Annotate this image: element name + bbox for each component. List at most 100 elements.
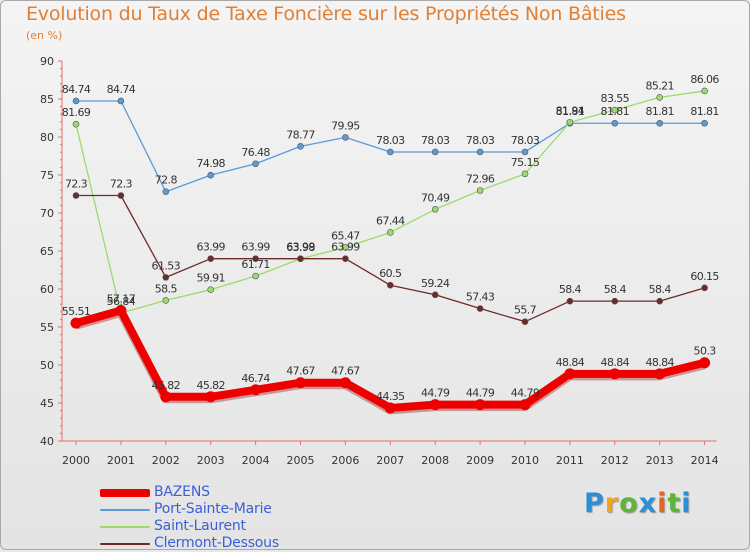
data-label: 72.3 — [110, 178, 133, 191]
data-point — [474, 399, 486, 411]
data-point — [564, 368, 576, 380]
data-label: 83.55 — [601, 92, 630, 105]
data-label: 44.79 — [421, 387, 450, 400]
data-point — [160, 391, 172, 403]
logo-letter: P — [584, 488, 605, 519]
data-label: 46.74 — [241, 372, 270, 385]
data-label: 58.4 — [559, 283, 582, 296]
data-label: 44.79 — [511, 387, 540, 400]
data-label: 48.84 — [556, 356, 585, 369]
data-label: 63.99 — [286, 241, 315, 254]
x-tick-label: 2013 — [646, 454, 674, 467]
x-tick-label: 2003 — [197, 454, 225, 467]
y-tick-label: 45 — [40, 397, 54, 410]
data-label: 74.98 — [196, 157, 225, 170]
data-point — [207, 171, 214, 179]
legend-label: Saint-Laurent — [154, 518, 246, 534]
legend-label: BAZENS — [154, 484, 210, 500]
data-label: 72.3 — [65, 178, 88, 191]
data-label: 58.4 — [604, 283, 627, 296]
data-point — [250, 384, 262, 396]
data-point — [701, 119, 708, 127]
data-point — [342, 244, 349, 251]
data-point — [431, 205, 439, 213]
data-label: 67.44 — [376, 214, 405, 227]
data-point — [72, 192, 80, 199]
data-label: 61.71 — [241, 258, 270, 271]
data-label: 86.06 — [690, 73, 719, 86]
x-tick-label: 2012 — [601, 454, 629, 467]
legend-swatch — [100, 526, 150, 528]
data-label: 85.21 — [645, 79, 674, 92]
data-point — [611, 106, 619, 114]
y-tick-label: 50 — [40, 359, 54, 372]
data-label: 47.67 — [331, 365, 360, 378]
data-point — [252, 272, 259, 280]
data-label: 81.81 — [556, 105, 585, 118]
data-point — [162, 188, 170, 196]
data-label: 44.35 — [376, 390, 405, 403]
data-label: 70.49 — [421, 191, 450, 204]
y-tick-label: 85 — [40, 93, 54, 106]
y-unit-label: (en %) — [26, 29, 63, 42]
data-point — [656, 297, 664, 305]
data-label: 78.03 — [466, 134, 495, 147]
legend-swatch — [100, 489, 150, 497]
data-label: 81.81 — [645, 105, 674, 118]
data-label: 81.81 — [690, 105, 719, 118]
data-label: 57.43 — [466, 291, 495, 304]
proxiti-logo: Proxiti — [584, 488, 692, 519]
x-tick-label: 2007 — [376, 454, 404, 467]
data-point — [701, 87, 708, 95]
data-point — [72, 120, 80, 128]
data-label: 59.91 — [196, 272, 225, 285]
data-label: 55.51 — [62, 305, 91, 318]
data-point — [297, 143, 304, 150]
legend-label: Port-Sainte-Marie — [154, 501, 272, 517]
chart-title: Evolution du Taux de Taxe Foncière sur l… — [26, 3, 626, 25]
x-tick-label: 2005 — [287, 454, 315, 467]
data-label: 81.81 — [601, 105, 630, 118]
y-tick-label: 75 — [40, 169, 54, 182]
y-tick-label: 70 — [40, 207, 54, 220]
data-point — [699, 357, 711, 369]
data-point — [654, 368, 666, 380]
data-point — [701, 284, 708, 292]
data-point — [431, 148, 439, 156]
data-point — [476, 305, 484, 312]
logo-letter: x — [638, 488, 658, 519]
data-label: 59.24 — [421, 277, 450, 290]
data-point — [476, 148, 484, 156]
data-point — [384, 402, 396, 414]
data-point — [162, 274, 170, 281]
y-tick-label: 80 — [40, 131, 54, 144]
x-tick-label: 2000 — [62, 454, 90, 467]
data-label: 60.5 — [379, 267, 402, 280]
data-point — [297, 255, 304, 262]
data-point — [386, 148, 394, 156]
data-label: 63.98 — [286, 241, 315, 254]
data-point — [521, 148, 529, 156]
data-label: 81.69 — [62, 106, 91, 119]
data-point — [295, 377, 306, 389]
data-label: 65.47 — [331, 229, 360, 242]
data-label: 44.79 — [466, 387, 495, 400]
data-point — [521, 318, 529, 325]
data-label: 58.5 — [155, 282, 178, 295]
x-tick-label: 2014 — [691, 454, 719, 467]
data-point — [566, 297, 574, 305]
logo-letter: i — [681, 488, 692, 519]
data-label: 48.84 — [645, 356, 674, 369]
data-label: 50.3 — [694, 345, 717, 358]
data-point — [72, 97, 80, 105]
data-point — [429, 399, 441, 411]
data-point — [339, 377, 351, 389]
x-tick-label: 2002 — [152, 454, 180, 467]
data-point — [386, 281, 394, 289]
x-tick-label: 2010 — [511, 454, 539, 467]
data-label: 47.67 — [286, 365, 315, 378]
data-label: 45.82 — [152, 379, 181, 392]
data-label: 58.4 — [649, 283, 672, 296]
data-point — [207, 255, 214, 262]
